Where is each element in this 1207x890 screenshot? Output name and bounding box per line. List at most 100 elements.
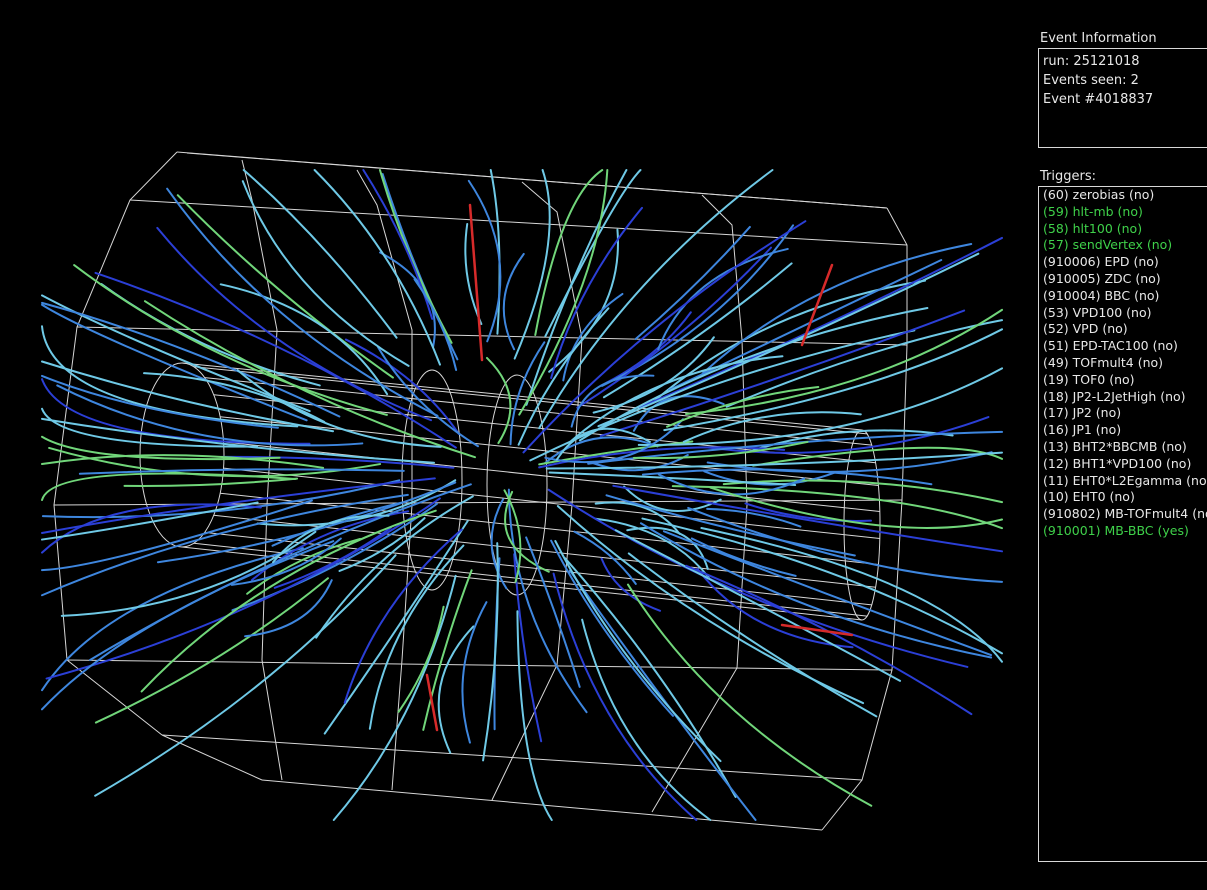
particle-track [502, 252, 525, 351]
particle-track [555, 427, 651, 461]
particle-track [744, 502, 872, 522]
particle-track [709, 486, 1003, 529]
particle-track [313, 169, 441, 366]
trigger-item: (18) JP2-L2JetHigh (no) [1043, 388, 1186, 404]
detector-3d-view[interactable] [12, 0, 1022, 890]
trigger-item: (910004) BBC (no) [1043, 287, 1160, 303]
particle-track [605, 311, 692, 384]
particle-track [41, 540, 335, 711]
particle-track [485, 356, 512, 445]
particle-track [41, 477, 436, 535]
particle-track [272, 514, 390, 564]
particle-track [507, 488, 588, 714]
particle-track [706, 451, 993, 473]
particle-track [41, 499, 313, 572]
particle-track [626, 583, 873, 807]
particle-track [605, 494, 856, 557]
particle-track [538, 169, 774, 430]
event-info-title: Event Information [1040, 31, 1157, 46]
particle-track [41, 301, 341, 418]
trigger-item: (910006) EPD (no) [1043, 254, 1159, 270]
particle-track-red [468, 203, 484, 362]
particle-track [467, 179, 502, 343]
particle-track [41, 294, 311, 413]
trigger-item: (53) VPD100 (no) [1043, 304, 1152, 320]
particle-track [701, 242, 973, 375]
particle-track [490, 498, 508, 590]
particle-track [543, 436, 659, 465]
particle-track [663, 328, 1003, 432]
trigger-item: (60) zerobias (no) [1043, 187, 1155, 202]
particle-track [634, 225, 751, 341]
particle-track [552, 572, 698, 821]
trigger-item: (910802) MB-TOFmult4 (no) [1043, 506, 1207, 522]
particle-track [687, 506, 1003, 583]
particle-track [41, 407, 259, 448]
barrel-edge [66, 659, 893, 671]
particle-track [100, 283, 321, 387]
particle-track [368, 544, 465, 730]
particle-track [94, 554, 397, 797]
particle-track [343, 528, 463, 704]
particle-track [547, 488, 969, 668]
particle-track [94, 271, 457, 449]
particle-track [550, 206, 644, 380]
particle-track [246, 537, 362, 595]
particle-track [594, 501, 681, 535]
particle-track [522, 220, 807, 454]
particle-track [525, 169, 628, 406]
particle-track [682, 411, 862, 443]
particle-track [143, 372, 326, 423]
particle-track [219, 283, 389, 396]
detector-svg[interactable] [12, 0, 1022, 890]
particle-track [123, 477, 299, 487]
trigger-item: (13) BHT2*BBCMB (no) [1043, 438, 1187, 454]
particle-track [516, 610, 553, 821]
trigger-item: (59) hlt-mb (no) [1043, 203, 1143, 219]
particle-track [651, 279, 927, 404]
particle-track [94, 577, 329, 724]
particle-track [662, 530, 993, 657]
barrel-edge [186, 152, 888, 209]
particle-track [581, 618, 712, 821]
particle-track-red [780, 623, 854, 637]
particle-track [156, 226, 433, 422]
particle-track [544, 418, 684, 464]
particle-track [461, 601, 488, 744]
particle-track [517, 307, 610, 446]
particle-track [166, 187, 439, 417]
particle-track [518, 169, 609, 416]
run-number: run: 25121018 [1043, 54, 1140, 69]
inner-cylinder-stave [181, 362, 863, 431]
barrel-edge [261, 779, 823, 831]
particle-track [41, 417, 435, 464]
particle-track [671, 485, 1003, 530]
particle-track [332, 574, 457, 821]
particle-track [176, 194, 394, 379]
barrel-sector-ring [491, 181, 583, 801]
particle-track [591, 454, 689, 472]
particle-track [722, 479, 1003, 504]
particle-track [525, 536, 581, 688]
particle-track [696, 567, 854, 649]
particle-track [397, 605, 445, 713]
particle-track [587, 430, 1003, 465]
particle-tracks [41, 169, 1003, 821]
particle-track [666, 386, 820, 428]
particle-track [242, 169, 398, 339]
trigger-item: (49) TOFmult4 (no) [1043, 354, 1164, 370]
inner-cylinder-ring [401, 369, 463, 591]
particle-track [422, 569, 473, 731]
particle-track [273, 526, 393, 589]
particle-track [230, 537, 342, 586]
particle-track [602, 262, 793, 399]
trigger-item: (12) BHT1*VPD100 (no) [1043, 455, 1192, 471]
trigger-item: (16) JP1 (no) [1043, 422, 1122, 438]
particle-track [639, 522, 993, 659]
triggers-list[interactable]: (60) zerobias (no) (59) hlt-mb (no) (58) h… [1038, 186, 1207, 862]
particle-track [241, 180, 410, 367]
particle-track [700, 526, 1003, 663]
particle-track [41, 454, 325, 469]
particle-track [623, 485, 722, 512]
